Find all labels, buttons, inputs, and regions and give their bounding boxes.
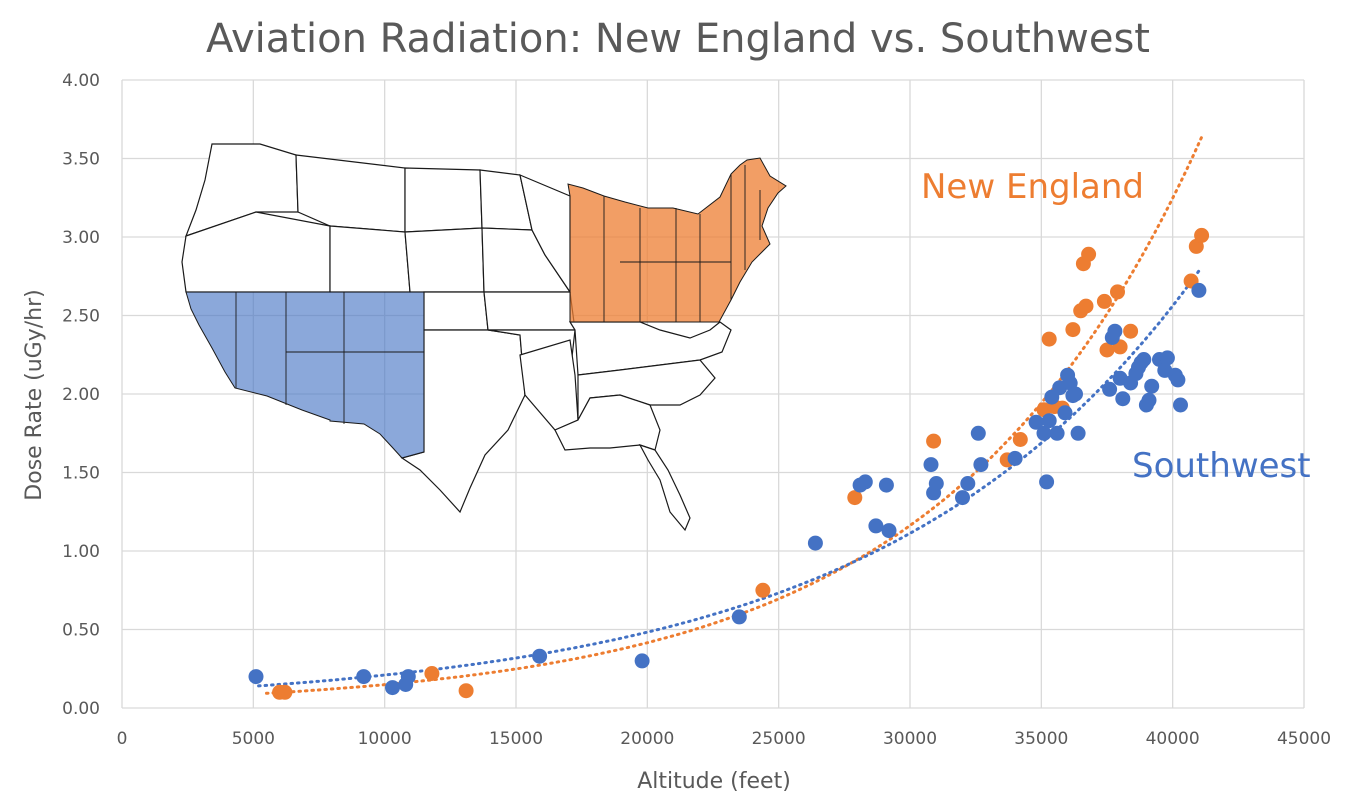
point-southwest-21 (1007, 450, 1023, 466)
series-label-southwest: Southwest (1132, 446, 1311, 486)
point-southwest-23 (1036, 425, 1052, 441)
y-tick-label-7: 3.50 (62, 150, 100, 170)
map-state-outline-2 (404, 167, 483, 233)
x-tick-label-5: 25000 (752, 729, 806, 749)
point-southwest-2 (385, 680, 400, 696)
point-southwest-0 (248, 669, 264, 685)
map-state-outline-10 (483, 291, 576, 331)
point-southwest-6 (634, 653, 650, 669)
point-southwest-4 (400, 669, 416, 685)
point-southwest-22 (1028, 414, 1044, 430)
point-southwest-37 (1107, 323, 1123, 339)
point-new-england-3 (458, 683, 474, 699)
point-southwest-8 (807, 535, 823, 551)
y-tick-label-8: 4.00 (62, 71, 100, 91)
point-southwest-46 (1141, 392, 1157, 408)
point-new-england-17 (1081, 246, 1097, 262)
x-tick-label-4: 20000 (620, 729, 674, 749)
point-southwest-29 (1057, 405, 1073, 421)
point-southwest-50 (1159, 350, 1175, 366)
y-tick-label-4: 2.00 (62, 385, 100, 405)
us-map-inset (181, 143, 787, 532)
point-southwest-44 (1136, 352, 1152, 367)
x-tick-label-9: 45000 (1277, 729, 1331, 749)
x-tick-label-2: 10000 (358, 729, 412, 749)
y-tick-label-0: 0.00 (62, 699, 100, 719)
x-axis-title: Altitude (feet) (637, 769, 791, 794)
point-southwest-54 (1191, 282, 1207, 298)
trendline-southwest (257, 269, 1201, 688)
point-southwest-1 (356, 669, 372, 685)
x-tick-label-0: 0 (117, 729, 128, 749)
point-new-england-18 (1096, 293, 1112, 309)
y-tick-label-1: 0.50 (62, 621, 100, 641)
point-southwest-10 (857, 474, 873, 490)
point-new-england-16 (1078, 298, 1094, 314)
point-southwest-25 (1041, 413, 1057, 429)
point-new-england-6 (926, 433, 942, 449)
map-state-outline-5 (329, 225, 411, 293)
point-new-england-19 (1099, 342, 1115, 358)
series-label-new-england: New England (921, 167, 1144, 207)
y-tick-label-5: 2.50 (62, 307, 100, 327)
point-southwest-16 (928, 476, 944, 491)
tick-labels: 0 5000 10000 15000 20000 25000 30000 35000 40000… (62, 71, 1331, 749)
point-southwest-53 (1173, 397, 1188, 413)
y-tick-label-2: 1.00 (62, 542, 100, 562)
point-new-england-10 (1041, 331, 1057, 347)
point-new-england-8 (1012, 432, 1028, 447)
point-southwest-13 (881, 523, 897, 539)
map-state-outline-9 (423, 291, 489, 331)
point-southwest-19 (970, 425, 986, 441)
point-new-england-22 (1123, 323, 1139, 339)
point-new-england-1 (277, 684, 293, 700)
point-new-england-25 (1194, 227, 1210, 243)
map-state-outline-17 (638, 443, 691, 532)
point-southwest-17 (955, 490, 970, 506)
map-state-outline-6 (404, 227, 485, 293)
x-tick-label-7: 35000 (1014, 729, 1068, 749)
y-tick-label-3: 1.50 (62, 464, 100, 484)
point-new-england-20 (1110, 284, 1125, 300)
map-new-england-region (567, 157, 787, 323)
point-southwest-47 (1144, 378, 1160, 394)
chart-title: Aviation Radiation: New England vs. Sout… (206, 16, 1150, 62)
map-state-outline-8 (519, 173, 571, 294)
point-southwest-52 (1170, 372, 1186, 388)
point-southwest-14 (923, 457, 939, 473)
x-tick-label-1: 5000 (232, 729, 275, 749)
map-state-outline-13 (519, 339, 579, 431)
point-southwest-5 (532, 648, 548, 664)
point-southwest-12 (878, 477, 894, 493)
point-new-england-13 (1065, 322, 1081, 338)
map-state-outline-1 (295, 154, 406, 233)
y-axis-title: Dose Rate (uGy/hr) (22, 289, 47, 500)
point-southwest-34 (1070, 425, 1086, 441)
point-southwest-7 (731, 609, 747, 625)
x-tick-label-6: 30000 (883, 729, 937, 749)
point-new-england-4 (755, 582, 771, 598)
point-southwest-27 (1049, 425, 1065, 441)
point-southwest-24 (1039, 474, 1055, 490)
point-southwest-18 (960, 476, 976, 491)
x-tick-label-3: 15000 (489, 729, 543, 749)
point-new-england-5 (847, 490, 863, 506)
y-tick-label-6: 3.00 (62, 228, 100, 248)
map-southwest-region (185, 291, 425, 459)
point-southwest-39 (1115, 391, 1131, 407)
point-new-england-2 (424, 666, 440, 681)
point-southwest-35 (1102, 381, 1118, 397)
point-southwest-20 (973, 457, 989, 473)
point-southwest-11 (868, 518, 884, 534)
x-tick-label-8: 40000 (1146, 729, 1200, 749)
data-points (248, 227, 1210, 700)
point-southwest-33 (1068, 386, 1083, 402)
